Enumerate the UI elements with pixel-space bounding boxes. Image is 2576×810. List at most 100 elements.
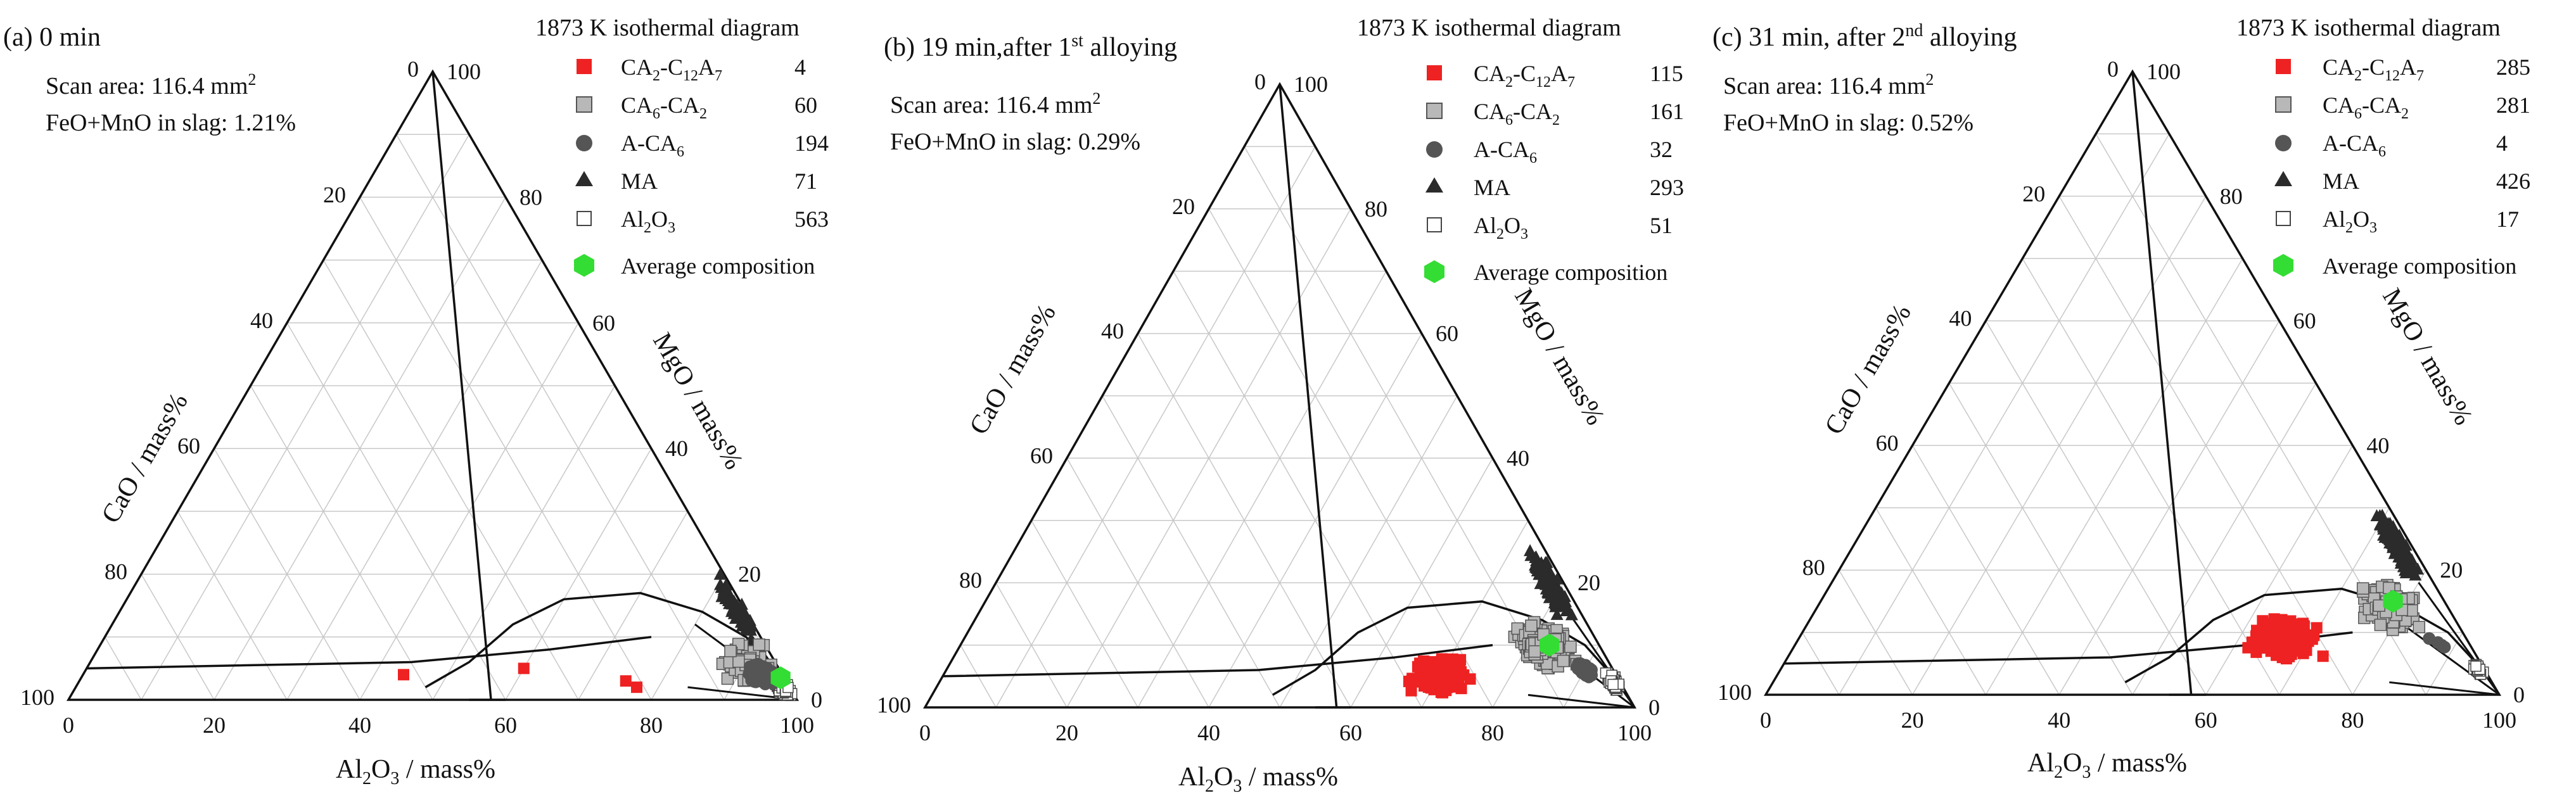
gray-square-marker-icon (576, 96, 592, 113)
phase-boundary-line (1278, 84, 1338, 708)
grid-line (1137, 270, 1387, 708)
left-tick-label: 20 (1172, 194, 1195, 219)
left-tick-label: 100 (20, 685, 54, 710)
legend-label-avg: Average composition (1474, 260, 1667, 285)
grid-line (578, 511, 689, 700)
ternary-frame (922, 82, 1637, 709)
left-tick-label: 0 (1254, 69, 1266, 94)
right-tick-label: 100 (2146, 59, 2181, 84)
right-tick-label: 60 (592, 310, 615, 336)
grid-line (2132, 383, 2317, 695)
bottom-tick-label: 0 (63, 712, 74, 738)
phase-boundary-line (86, 636, 652, 670)
panel-c-data-points (2242, 509, 2489, 680)
phase-boundary-line (2389, 681, 2500, 696)
bottom-tick-label: 100 (2482, 707, 2516, 733)
right-tick-label: 20 (1578, 570, 1600, 595)
panel-c-grid (1763, 69, 2502, 696)
grid-line (214, 448, 360, 700)
legend-count-ma: 293 (1650, 175, 1684, 200)
ca6-ca2-point (2356, 582, 2369, 595)
grid-line (995, 582, 1068, 708)
a-ca6-point (1576, 662, 1589, 676)
bottom-tick-label: 40 (2048, 707, 2070, 733)
right-tick-label: 20 (2440, 557, 2463, 583)
left-tick-label: 100 (1718, 680, 1752, 705)
right-tick-label: 0 (1648, 695, 1660, 720)
ma-point (715, 590, 729, 602)
right-tick-label: 60 (2293, 308, 2316, 334)
ma-point (1550, 607, 1564, 620)
legend-label-ca2: CA2-C12A7 (2323, 54, 2424, 84)
panel-a-slag-text: FeO+MnO in slag: 1.21% (46, 110, 296, 136)
ca6-ca2-point (1525, 619, 1538, 632)
phase-boundary-line (431, 71, 492, 700)
phase-boundary-line (942, 643, 1493, 678)
grid-line (1985, 258, 2243, 695)
ca2-c12a7-point (2264, 640, 2276, 652)
ca2-c12a7-point (1438, 676, 1450, 688)
panel-b-grid (922, 82, 1637, 709)
legend-count-al2o3: 17 (2496, 206, 2519, 232)
legend-label-ca6: CA6-CA2 (621, 92, 707, 122)
ma-point (734, 604, 747, 616)
ma-point (1533, 559, 1546, 572)
legend-label-ma: MA (1474, 175, 1510, 200)
right-tick-label: 100 (1294, 72, 1328, 97)
panel-b-slag-text: FeO+MnO in slag: 0.29% (890, 129, 1140, 155)
open-square-marker-icon (1427, 217, 1442, 232)
left-tick-label: 80 (959, 567, 982, 593)
black-triangle-marker-icon (1425, 177, 1443, 193)
ca2-c12a7-point (398, 669, 409, 681)
grid-line (1839, 569, 1913, 695)
legend-label-ca6: CA6-CA2 (2323, 92, 2409, 122)
left-tick-label: 0 (2107, 56, 2119, 82)
left-tick-label: 60 (1876, 430, 1899, 455)
ca2-c12a7-point (1464, 673, 1476, 685)
grid-line (651, 574, 725, 700)
bottom-tick-label: 80 (1481, 720, 1504, 745)
ca2-c12a7-point (2251, 624, 2263, 636)
left-tick-label: 100 (877, 692, 911, 718)
gray-square-marker-icon (1426, 103, 1443, 119)
bottom-tick-label: 20 (203, 712, 226, 738)
panel-c-legend: CA2-C12A7 285 CA6-CA2 281 A-CA6 4 MA 426… (2273, 54, 2530, 279)
legend-count-al2o3: 563 (794, 206, 829, 232)
phase-boundary-line (1272, 600, 1625, 696)
legend-count-ca2: 115 (1650, 61, 1683, 86)
legend-count-ca2: 4 (794, 54, 806, 80)
average-composition-point (1540, 633, 1560, 657)
panel-a-legend: CA2-C12A7 4 CA6-CA2 60 A-CA6 194 MA 71 A… (574, 54, 829, 279)
bottom-tick-label: 60 (2195, 707, 2217, 733)
ca6-ca2-point (2374, 618, 2387, 631)
bottom-tick-label: 100 (780, 712, 814, 738)
grid-line (1066, 458, 1209, 708)
phase-boundary-line (1527, 693, 1635, 709)
right-tick-label: 40 (665, 436, 688, 461)
panel-a-phase-boundaries (86, 71, 798, 701)
ca2-c12a7-point (2300, 638, 2312, 650)
ca6-ca2-point (1557, 654, 1570, 668)
legend-label-avg: Average composition (2323, 253, 2516, 279)
left-tick-label: 20 (323, 182, 346, 207)
ca2-c12a7-point (1455, 683, 1467, 695)
legend-label-aca6: A-CA6 (2323, 130, 2386, 160)
bottom-tick-label: 60 (494, 712, 517, 738)
legend-count-ca6: 161 (1650, 99, 1684, 124)
gray-square-marker-icon (2275, 96, 2292, 113)
left-tick-label: 80 (1802, 555, 1825, 580)
ca2-c12a7-point (631, 681, 642, 693)
ma-point (726, 595, 739, 607)
bottom-tick-label: 40 (348, 712, 371, 738)
panel-a-data-points (398, 567, 798, 702)
ca2-c12a7-point (1427, 672, 1439, 684)
panel-c-legend-header: 1873 K isothermal diagram (2236, 15, 2501, 41)
panel-c-title: (c) 31 min, after 2nd alloying (1712, 21, 2017, 52)
ca2-c12a7-point (2242, 642, 2254, 654)
legend-count-ca6: 60 (794, 92, 817, 118)
legend-label-avg: Average composition (621, 253, 815, 279)
panel-a-title: (a) 0 min (3, 23, 101, 52)
